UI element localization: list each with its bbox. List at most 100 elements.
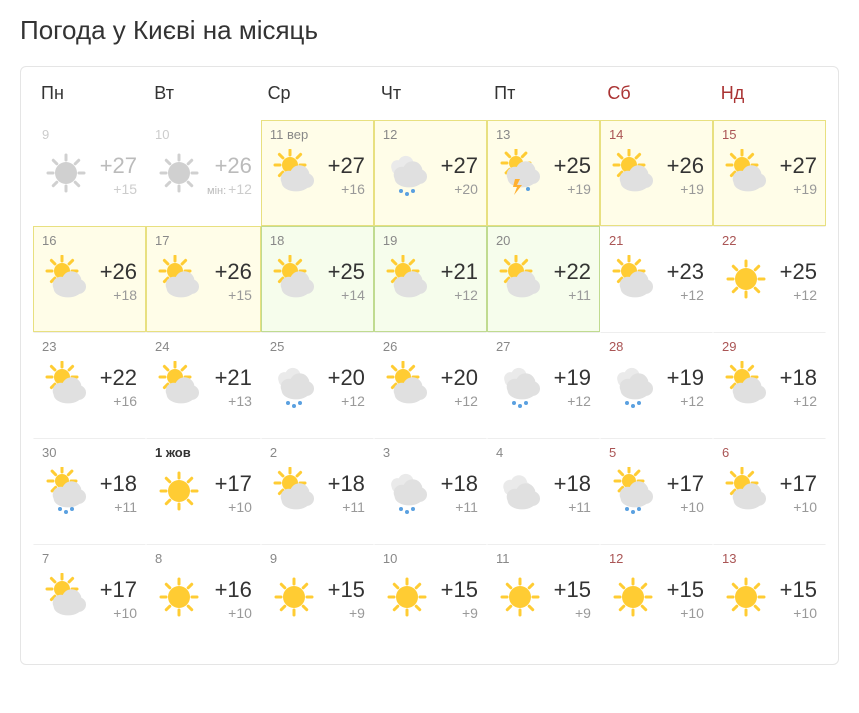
day-temp-high: +18 — [548, 472, 591, 496]
day-temp-low: +20 — [435, 181, 478, 197]
day-cell[interactable]: 30 +18+11 — [33, 438, 146, 544]
day-date-label: 21 — [609, 233, 704, 249]
day-cell[interactable]: 13+15+10 — [713, 544, 826, 650]
day-temp-low-value: +11 — [342, 499, 365, 515]
day-temp-low: +10 — [774, 499, 817, 515]
day-temp-low: +10 — [774, 605, 817, 621]
day-cell[interactable]: 28 +19+12 — [600, 332, 713, 438]
day-body: +27+19 — [722, 149, 817, 202]
day-temp-low-value: +9 — [349, 605, 365, 621]
day-cell[interactable]: 10+15+9 — [374, 544, 487, 650]
day-cell[interactable]: 6 +17+10 — [713, 438, 826, 544]
day-temp-low-value: +10 — [793, 499, 817, 515]
day-cell[interactable]: 20 +22+11 — [487, 226, 600, 332]
day-temp-low: +10 — [661, 605, 704, 621]
day-temp-low-value: +16 — [341, 181, 365, 197]
day-date-label: 3 — [383, 445, 478, 461]
day-date-label: 27 — [496, 339, 591, 355]
sunny-icon — [155, 467, 203, 520]
day-cell[interactable]: 26 +20+12 — [374, 332, 487, 438]
partly-cloudy-icon — [496, 255, 544, 308]
day-date-label: 16 — [42, 233, 137, 249]
day-temp-low: +16 — [322, 181, 365, 197]
day-temp-high: +17 — [661, 472, 704, 496]
day-temp-high: +20 — [435, 366, 478, 390]
day-cell[interactable]: 24 +21+13 — [146, 332, 261, 438]
day-date-label: 6 — [722, 445, 817, 461]
day-cell[interactable]: 1 жов+17+10 — [146, 438, 261, 544]
day-temp-low: мін:+12 — [207, 181, 252, 197]
day-cell[interactable]: 13 +25+19 — [487, 120, 600, 226]
day-temps: +15+9 — [548, 578, 591, 620]
day-temp-low-value: +12 — [793, 393, 817, 409]
day-cell[interactable]: 27 +19+12 — [487, 332, 600, 438]
day-temp-high: +26 — [94, 260, 137, 284]
day-temps: +20+12 — [435, 366, 478, 408]
day-body: +18+11 — [496, 467, 591, 520]
day-temp-low-value: +10 — [680, 605, 704, 621]
day-cell[interactable]: 11 вер +27+16 — [261, 120, 374, 226]
day-cell[interactable]: 23 +22+16 — [33, 332, 146, 438]
day-cell[interactable]: 5 +17+10 — [600, 438, 713, 544]
day-temp-low-value: +11 — [114, 499, 137, 515]
day-temp-low: +19 — [774, 181, 817, 197]
day-temp-high: +16 — [207, 578, 252, 602]
day-body: +27+16 — [270, 149, 365, 202]
day-temp-low-value: +15 — [113, 181, 137, 197]
day-cell[interactable]: 9+15+9 — [261, 544, 374, 650]
day-date-label: 12 — [609, 551, 704, 567]
weekday-header: Пн — [33, 79, 146, 114]
day-cell[interactable]: 16 +26+18 — [33, 226, 146, 332]
calendar-card: ПнВтСрЧтПтСбНд 9+27+1510+26мін:+1211 вер… — [20, 66, 839, 665]
day-temp-high: +21 — [207, 366, 252, 390]
day-cell[interactable]: 12+15+10 — [600, 544, 713, 650]
day-temp-low-value: +12 — [793, 287, 817, 303]
day-date-label: 14 — [609, 127, 704, 143]
day-date-label: 13 — [722, 551, 817, 567]
day-temp-high: +15 — [661, 578, 704, 602]
day-date-label: 30 — [42, 445, 137, 461]
day-cell[interactable]: 2 +18+11 — [261, 438, 374, 544]
day-cell[interactable]: 15 +27+19 — [713, 120, 826, 226]
day-temp-low: +19 — [661, 181, 704, 197]
day-cell[interactable]: 10+26мін:+12 — [146, 120, 261, 226]
day-body: +19+12 — [496, 361, 591, 414]
day-cell[interactable]: 19 +21+12 — [374, 226, 487, 332]
day-cell[interactable]: 14 +26+19 — [600, 120, 713, 226]
day-temps: +20+12 — [322, 366, 365, 408]
day-temp-high: +22 — [94, 366, 137, 390]
day-cell[interactable]: 4 +18+11 — [487, 438, 600, 544]
day-temps: +26+18 — [94, 260, 137, 302]
day-cell[interactable]: 9+27+15 — [33, 120, 146, 226]
sun-gray-icon — [155, 149, 203, 202]
day-temp-low-value: +12 — [454, 287, 478, 303]
day-temps: +19+12 — [548, 366, 591, 408]
day-temp-high: +25 — [774, 260, 817, 284]
day-cell[interactable]: 12 +27+20 — [374, 120, 487, 226]
partly-cloudy-icon — [155, 255, 203, 308]
day-cell[interactable]: 3 +18+11 — [374, 438, 487, 544]
day-temp-low: +10 — [207, 605, 252, 621]
day-date-label: 2 — [270, 445, 365, 461]
day-body: +22+16 — [42, 361, 137, 414]
calendar-grid: 9+27+1510+26мін:+1211 вер +27+1612 +27+2… — [33, 120, 826, 650]
partly-cloudy-icon — [609, 149, 657, 202]
day-cell[interactable]: 18 +25+14 — [261, 226, 374, 332]
weekday-header: Вт — [146, 79, 259, 114]
day-cell[interactable]: 21 +23+12 — [600, 226, 713, 332]
day-temps: +15+10 — [661, 578, 704, 620]
day-cell[interactable]: 17 +26+15 — [146, 226, 261, 332]
day-temp-low: +18 — [94, 287, 137, 303]
day-temp-low: +11 — [94, 499, 137, 515]
day-cell[interactable]: 22+25+12 — [713, 226, 826, 332]
day-cell[interactable]: 7 +17+10 — [33, 544, 146, 650]
day-date-label: 9 — [42, 127, 137, 143]
day-cell[interactable]: 29 +18+12 — [713, 332, 826, 438]
day-temp-low-value: +15 — [228, 287, 252, 303]
day-cell[interactable]: 11+15+9 — [487, 544, 600, 650]
weekday-header: Сб — [599, 79, 712, 114]
day-temps: +18+11 — [435, 472, 478, 514]
day-body: +18+12 — [722, 361, 817, 414]
day-cell[interactable]: 25 +20+12 — [261, 332, 374, 438]
day-cell[interactable]: 8+16+10 — [146, 544, 261, 650]
